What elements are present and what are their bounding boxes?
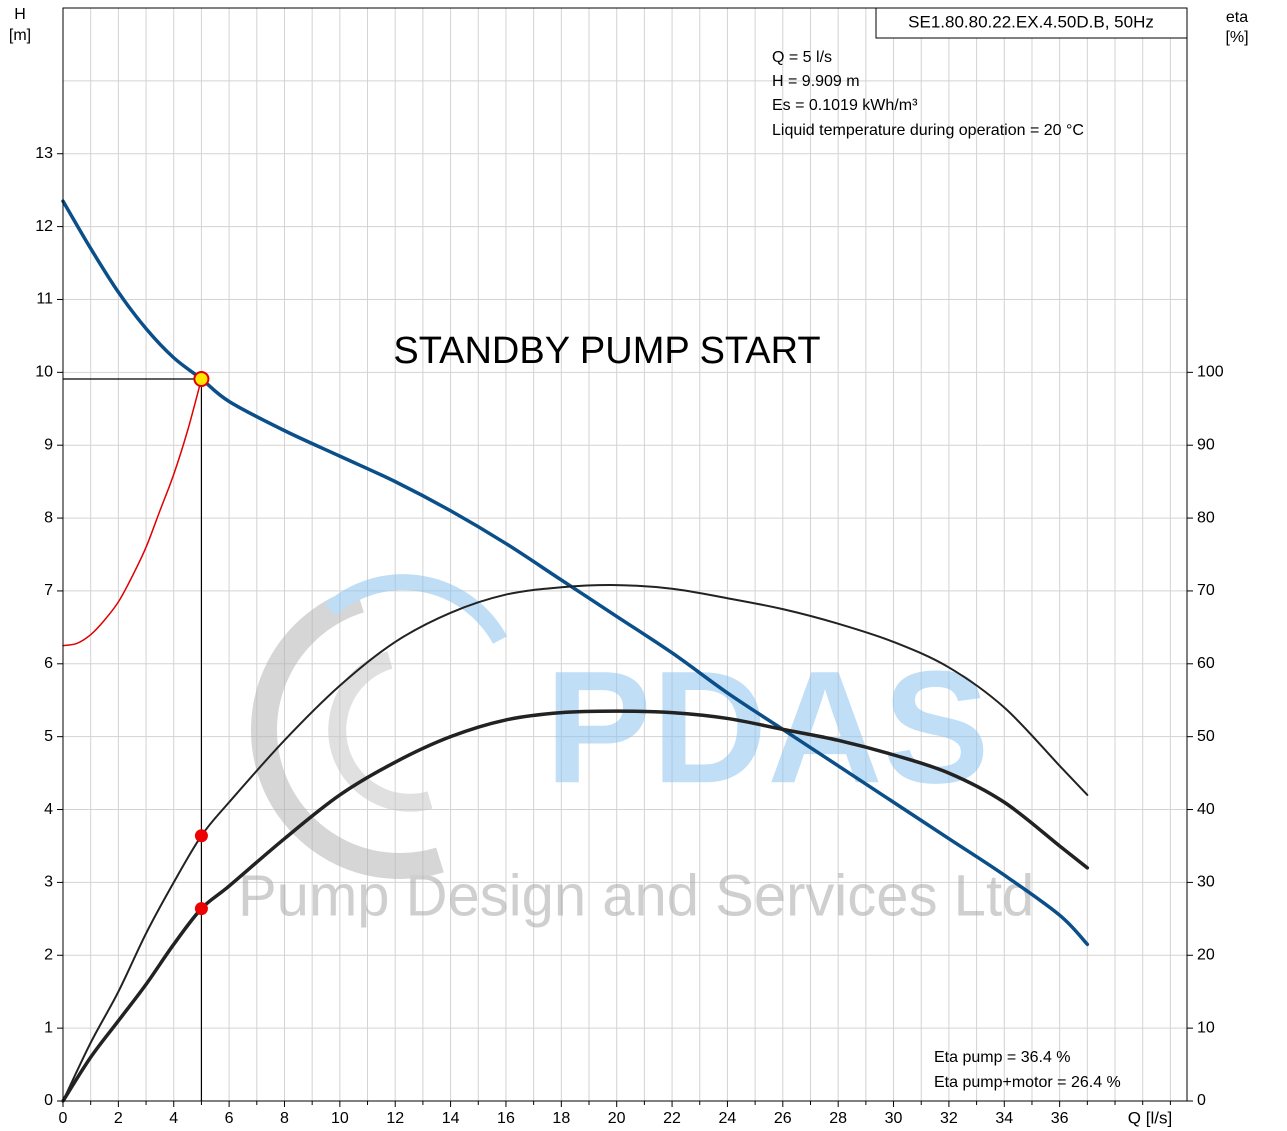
y-label: H (14, 6, 26, 23)
y-tick-label: 0 (44, 1092, 53, 1109)
y2-tick-label: 70 (1197, 582, 1215, 599)
y-tick-label: 2 (44, 946, 53, 963)
y-tick-label: 12 (35, 218, 53, 235)
y2-label: eta (1226, 9, 1248, 26)
info-line: H = 9.909 m (772, 73, 860, 90)
watermark-swirl (250, 587, 444, 880)
y-tick-label: 13 (35, 145, 53, 162)
y2-tick-label: 10 (1197, 1019, 1215, 1036)
y-label: [m] (9, 27, 31, 44)
x-tick-label: 28 (829, 1110, 847, 1127)
plot (61, 199, 1090, 1103)
watermark-subtitle: Pump Design and Services Ltd (238, 863, 1034, 928)
x-tick-label: 24 (719, 1110, 737, 1127)
x-tick-label: 16 (497, 1110, 515, 1127)
watermark: PDAS Pump Design and Services Ltd (238, 574, 1034, 928)
x-label: Q [l/s] (1128, 1108, 1172, 1127)
eta-pump-point (194, 829, 208, 843)
x-tick-label: 6 (225, 1110, 234, 1127)
plot-frame (62, 7, 1188, 1102)
y2-tick-label: 30 (1197, 874, 1215, 891)
model-label: SE1.80.80.22.EX.4.50D.B, 50Hz (908, 12, 1154, 31)
y-tick-label: 8 (44, 509, 53, 526)
x-tick-label: 22 (663, 1110, 681, 1127)
y2-tick-label: 50 (1197, 728, 1215, 745)
grid: 0 2 4 6 8 10 12 14 16 18 20 22 24 26 28 30 32 34 360123456… (35, 8, 1224, 1127)
x-tick-label: 32 (940, 1110, 958, 1127)
series-line (61, 199, 1090, 947)
x-tick-label: 2 (114, 1110, 123, 1127)
y-tick-label: 11 (36, 291, 53, 308)
eta-line: Eta pump+motor = 26.4 % (934, 1074, 1121, 1091)
eta-total-point (194, 902, 208, 916)
x-tick-label: 0 (59, 1110, 68, 1127)
y2-tick-label: 80 (1197, 509, 1215, 526)
series-line (62, 378, 203, 647)
eta-line: Eta pump = 36.4 % (934, 1049, 1071, 1066)
y2-tick-label: 90 (1197, 436, 1215, 453)
y-tick-label: 3 (44, 874, 53, 891)
y-tick-label: 7 (44, 582, 53, 599)
y2-tick-label: 20 (1197, 946, 1215, 963)
x-tick-label: 18 (552, 1110, 570, 1127)
y2-tick-label: 40 (1197, 801, 1215, 818)
model-box (875, 7, 1188, 39)
y-tick-label: 1 (44, 1019, 53, 1036)
x-tick-label: 20 (608, 1110, 626, 1127)
x-tick-label: 4 (169, 1110, 178, 1127)
status-text: STANDBY PUMP START (393, 330, 820, 372)
y2-tick-label: 60 (1197, 655, 1215, 672)
x-tick-label: 12 (386, 1110, 404, 1127)
series-line (61, 709, 1090, 1103)
series-line (62, 584, 1089, 1102)
watermark-swirl (324, 574, 508, 644)
x-tick-label: 8 (280, 1110, 289, 1127)
x-tick-label: 14 (442, 1110, 460, 1127)
x-tick-label: 26 (774, 1110, 792, 1127)
watermark-swirl (328, 651, 433, 812)
y-tick-label: 4 (44, 801, 53, 818)
y2-tick-label: 0 (1197, 1092, 1206, 1109)
x-tick-label: 34 (995, 1110, 1013, 1127)
x-tick-label: 10 (331, 1110, 349, 1127)
info-line: Q = 5 l/s (772, 49, 832, 66)
x-tick-label: 30 (885, 1110, 903, 1127)
y2-label: [%] (1225, 29, 1248, 46)
y-tick-label: 5 (44, 728, 53, 745)
info-line: Es = 0.1019 kWh/m³ (772, 97, 918, 114)
y-tick-label: 6 (44, 655, 53, 672)
operating-point (193, 370, 210, 387)
info-line: Liquid temperature during operation = 20… (772, 122, 1084, 139)
x-tick-label: 36 (1051, 1110, 1069, 1127)
y2-tick-label: 100 (1197, 364, 1224, 381)
y-tick-label: 9 (44, 436, 53, 453)
y-tick-label: 10 (35, 364, 53, 381)
